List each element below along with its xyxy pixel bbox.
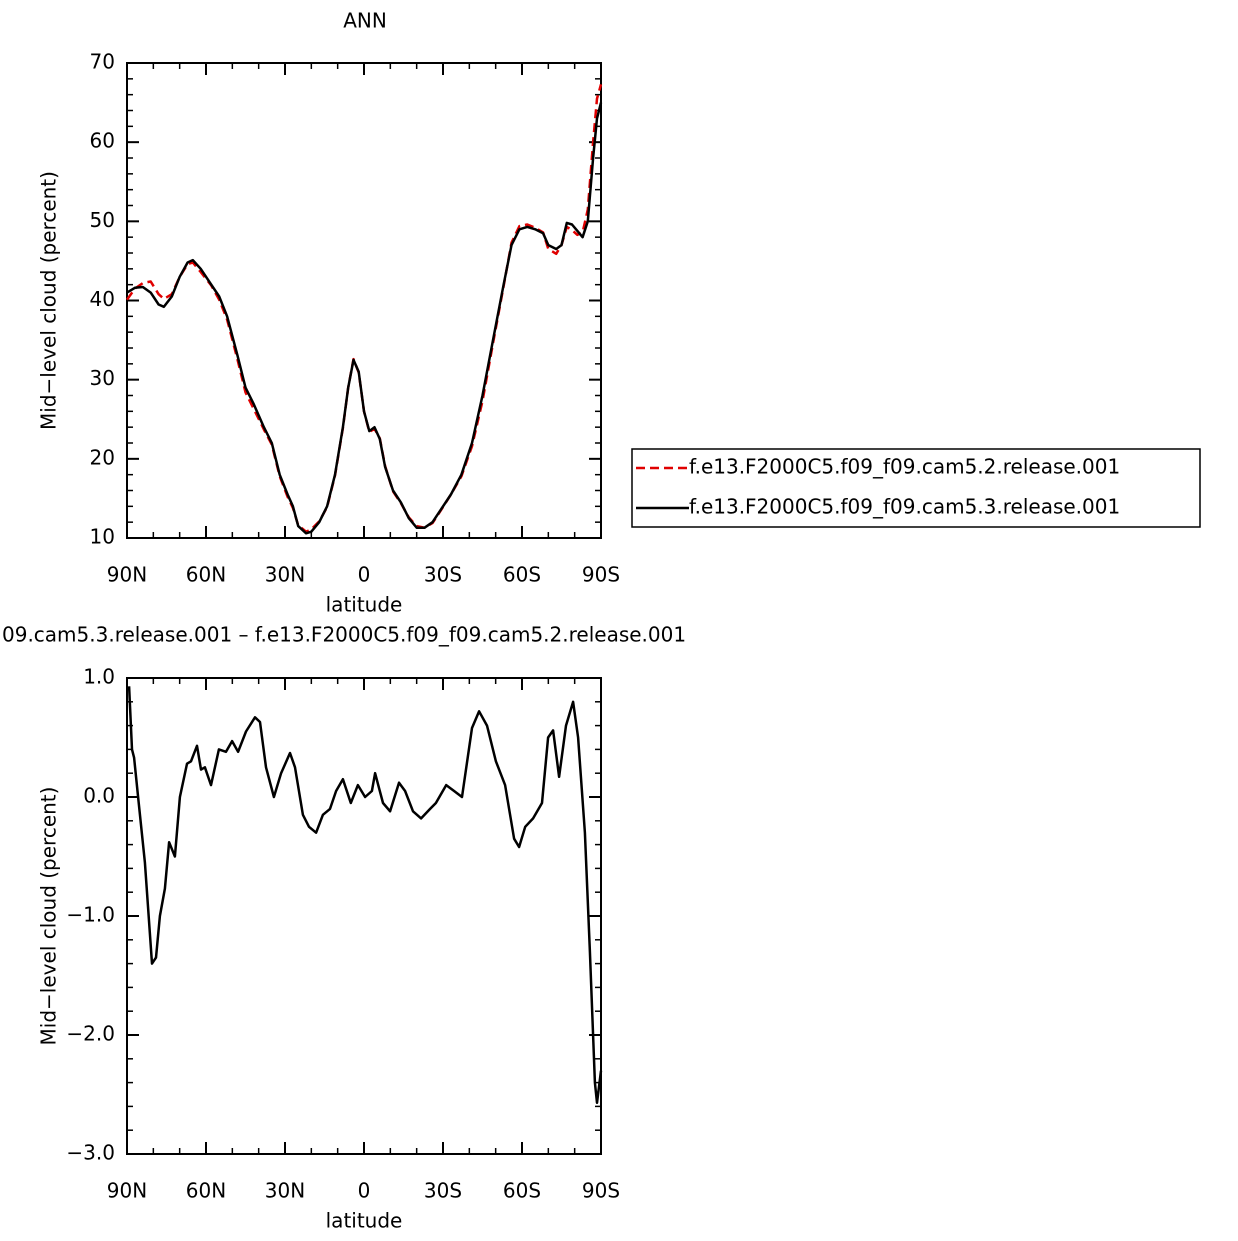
legend-box — [631, 448, 1201, 528]
x-tick-label: 60N — [186, 563, 226, 587]
data-line — [127, 686, 603, 1105]
x-tick-label: 60S — [503, 563, 541, 587]
x-tick-label: 60N — [186, 1179, 226, 1203]
x-tick-label: 90S — [582, 1179, 620, 1203]
x-tick-label: 30S — [424, 1179, 462, 1203]
y-tick-label: 50 — [90, 208, 115, 232]
y-tick-label: 20 — [90, 445, 115, 469]
y-axis-label: Mid−level cloud (percent) — [37, 171, 61, 430]
x-tick-label: 30N — [265, 563, 305, 587]
y-tick-label: −3.0 — [66, 1141, 115, 1165]
legend-label: f.e13.F2000C5.f09_f09.cam5.3.release.001 — [689, 495, 1120, 519]
y-tick-label: 60 — [90, 129, 115, 153]
chart-title: ANN — [343, 9, 387, 33]
y-tick-label: 1.0 — [83, 665, 115, 689]
x-tick-label: 90S — [582, 563, 620, 587]
x-tick-label: 30N — [265, 1179, 305, 1203]
x-axis-label: latitude — [326, 593, 403, 617]
y-tick-label: 70 — [90, 50, 115, 74]
plot-frame — [126, 62, 602, 539]
y-tick-label: 40 — [90, 287, 115, 311]
y-tick-label: 10 — [90, 525, 115, 549]
x-tick-label: 0 — [358, 563, 371, 587]
data-line — [126, 102, 603, 535]
x-tick-label: 60S — [503, 1179, 541, 1203]
x-tick-label: 90N — [107, 563, 147, 587]
data-line — [125, 84, 603, 533]
y-tick-label: −1.0 — [66, 903, 115, 927]
x-tick-label: 0 — [358, 1179, 371, 1203]
y-axis-label: Mid−level cloud (percent) — [37, 787, 61, 1046]
chart-title: 09.cam5.3.release.001 – f.e13.F2000C5.f0… — [2, 623, 686, 647]
legend-label: f.e13.F2000C5.f09_f09.cam5.2.release.001 — [689, 455, 1120, 479]
x-axis-label: latitude — [326, 1209, 403, 1233]
x-tick-label: 90N — [107, 1179, 147, 1203]
y-tick-label: 30 — [90, 366, 115, 390]
x-tick-label: 30S — [424, 563, 462, 587]
y-tick-label: −2.0 — [66, 1022, 115, 1046]
y-tick-label: 0.0 — [83, 784, 115, 808]
